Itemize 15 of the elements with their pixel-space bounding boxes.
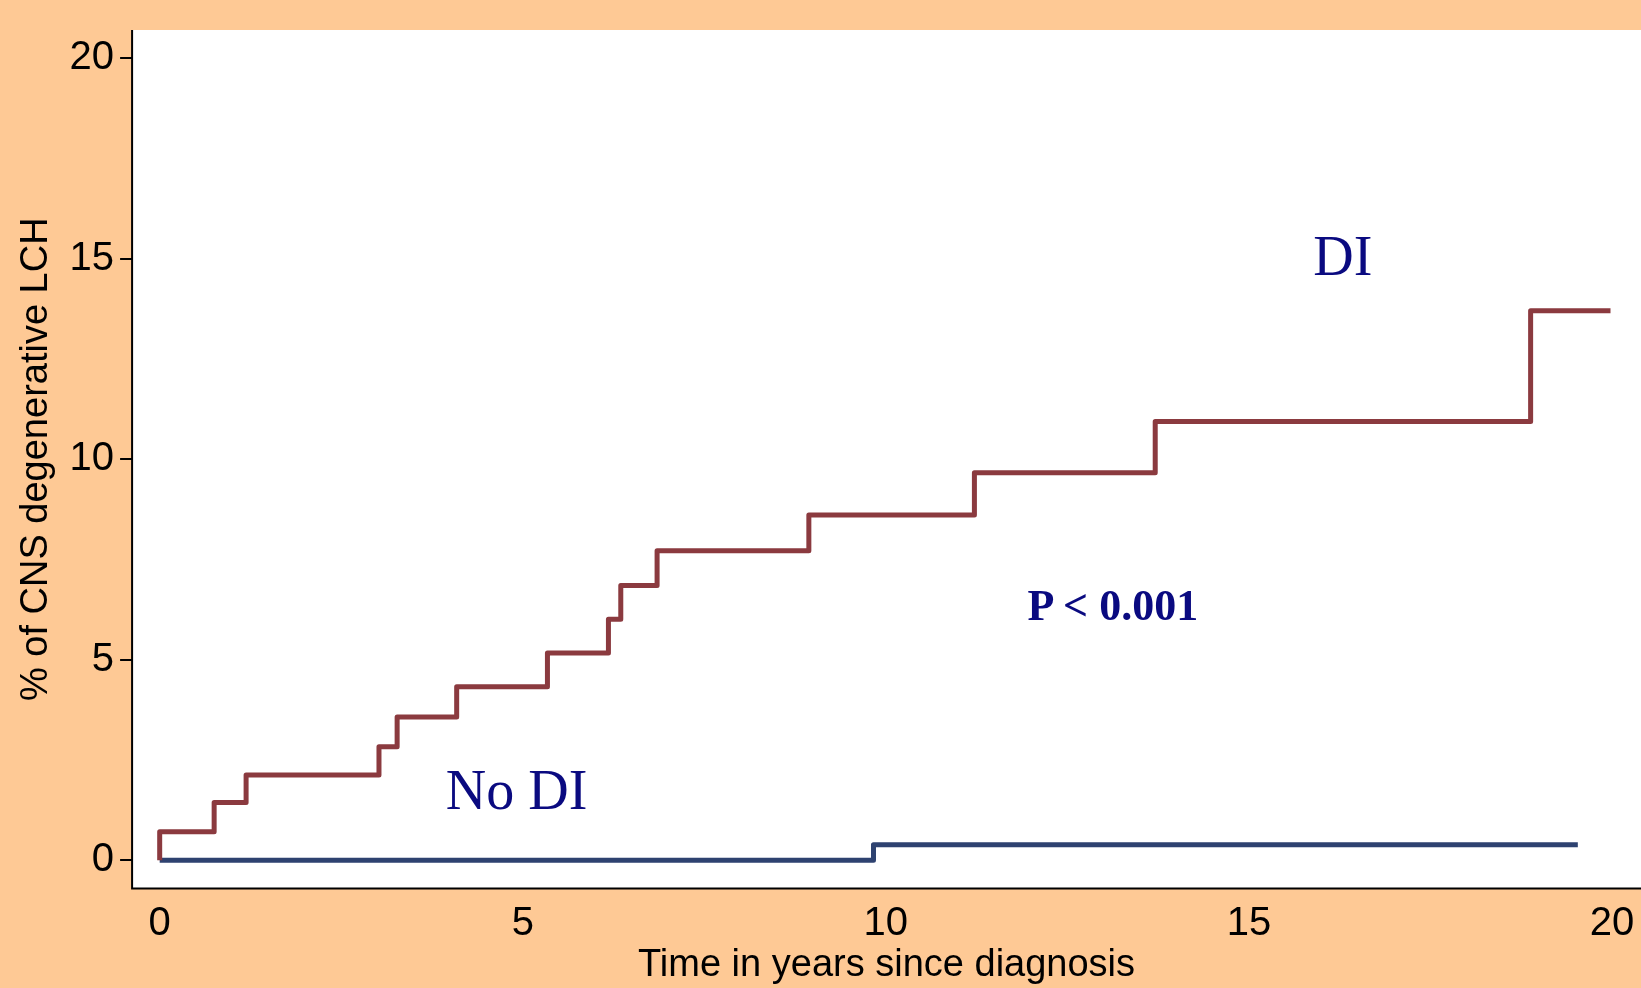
y-tick-label: 0 (91, 835, 115, 880)
x-tick-label: 10 (863, 899, 909, 944)
series-label: No DI (445, 759, 588, 822)
y-tick-label: 20 (69, 33, 115, 78)
y-axis-title: % of CNS degenerative LCH (13, 217, 56, 702)
x-tick-label: 20 (1589, 899, 1635, 944)
annotation: P < 0.001 (1027, 581, 1199, 631)
y-tick-label: 5 (91, 634, 115, 679)
x-tick-label: 0 (148, 899, 171, 944)
y-tick-label: 15 (69, 233, 115, 278)
x-axis-title: Time in years since diagnosis (638, 941, 1136, 984)
y-tick-label: 10 (69, 434, 115, 479)
x-tick-label: 15 (1226, 899, 1272, 944)
text: DI (1313, 225, 1373, 288)
x-tick-label: 5 (511, 899, 534, 944)
